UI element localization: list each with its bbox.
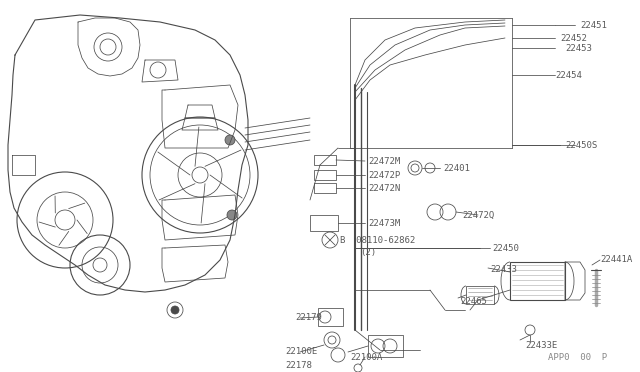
Bar xyxy=(310,215,338,231)
Text: 22465: 22465 xyxy=(460,298,487,307)
Text: (2): (2) xyxy=(360,248,376,257)
Text: 22472N: 22472N xyxy=(368,183,400,192)
Bar xyxy=(368,335,403,357)
Circle shape xyxy=(171,306,179,314)
Bar xyxy=(314,183,336,193)
Text: 22100A: 22100A xyxy=(350,353,382,362)
Bar xyxy=(314,170,336,180)
Text: B  08110-62862: B 08110-62862 xyxy=(340,235,415,244)
Circle shape xyxy=(225,135,235,145)
Text: 22433E: 22433E xyxy=(525,340,557,350)
Bar xyxy=(510,262,565,300)
Text: APP0  00  P: APP0 00 P xyxy=(548,353,607,362)
Text: 22472M: 22472M xyxy=(368,157,400,166)
Text: 22472Q: 22472Q xyxy=(462,211,494,219)
Text: 22454: 22454 xyxy=(555,71,582,80)
Text: 22473M: 22473M xyxy=(368,218,400,228)
Text: 22452: 22452 xyxy=(560,33,587,42)
Text: 22472P: 22472P xyxy=(368,170,400,180)
Text: 22450: 22450 xyxy=(492,244,519,253)
Text: 22441A: 22441A xyxy=(600,256,632,264)
Bar xyxy=(466,286,494,304)
Bar xyxy=(314,155,336,165)
Text: 22179: 22179 xyxy=(295,314,322,323)
Text: 22178: 22178 xyxy=(285,360,312,369)
Circle shape xyxy=(227,210,237,220)
Text: 22450S: 22450S xyxy=(565,141,597,150)
Text: 22453: 22453 xyxy=(565,44,592,52)
Text: 22451: 22451 xyxy=(580,20,607,29)
Text: 22401: 22401 xyxy=(443,164,470,173)
Bar xyxy=(318,308,343,326)
Text: 22433: 22433 xyxy=(490,266,517,275)
Text: 22100E: 22100E xyxy=(285,347,317,356)
